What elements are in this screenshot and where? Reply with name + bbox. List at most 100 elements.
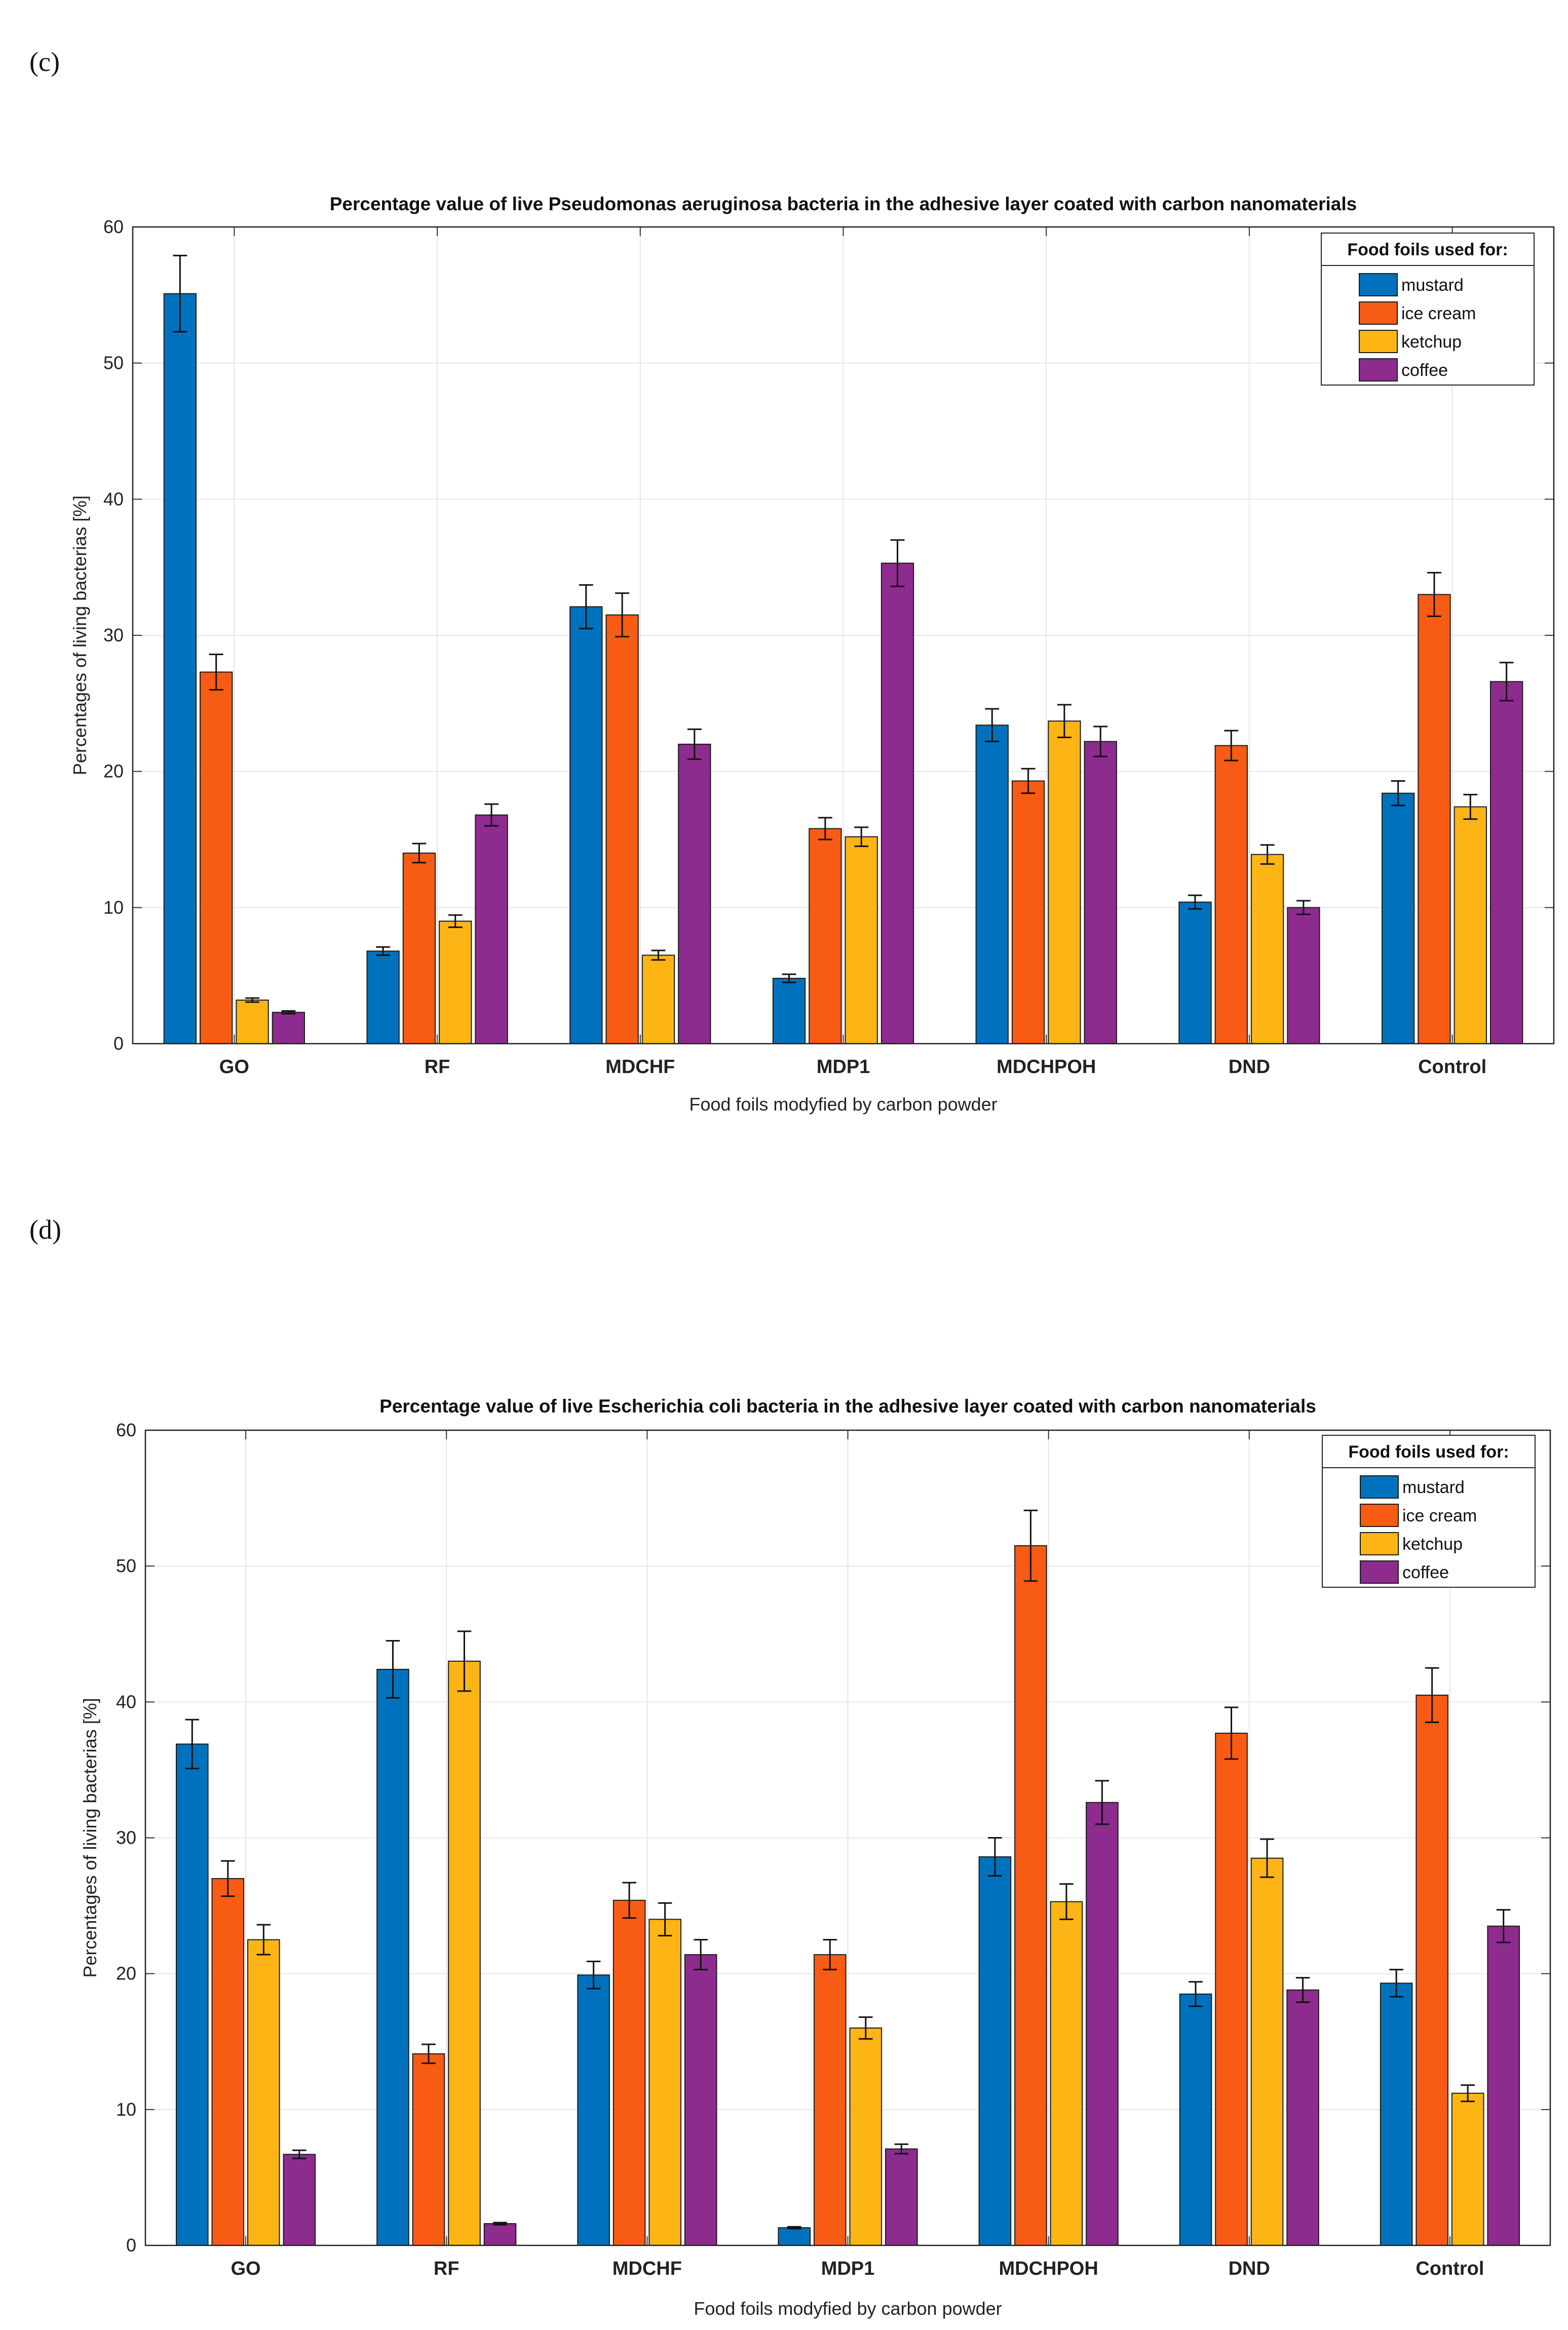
legend-swatch-ice-cream xyxy=(1360,1504,1399,1527)
bar-ice-cream-rf xyxy=(402,852,436,1045)
bar-ice-cream-go xyxy=(200,671,233,1045)
bar-coffee-mdchpoh xyxy=(1086,1802,1119,2246)
bar-mustard-mdchpoh xyxy=(975,724,1009,1044)
bar-ice-cream-dnd xyxy=(1215,1733,1248,2246)
errorbar-coffee-mdp1 xyxy=(890,539,905,587)
bar-ketchup-dnd xyxy=(1250,854,1284,1044)
legend-swatch-ketchup xyxy=(1360,1532,1399,1555)
errorbar-coffee-go xyxy=(292,2149,307,2159)
errorbar-mustard-mdp1 xyxy=(782,973,796,983)
xtick-label-rf: RF xyxy=(434,2258,460,2279)
chart-panel-c: (c) Percentage value of live Pseudomonas … xyxy=(29,47,1555,1115)
bar-coffee-mdchf xyxy=(684,1954,717,2246)
chart-title: Percentage value of live Pseudomonas aer… xyxy=(330,194,1357,214)
legend-swatch-ketchup xyxy=(1359,330,1398,353)
bar-coffee-mdp1 xyxy=(881,562,914,1044)
bar-ketchup-dnd xyxy=(1250,1857,1284,2246)
bar-mustard-control xyxy=(1380,1982,1413,2246)
errorbar-coffee-dnd xyxy=(1296,900,1311,915)
legend-swatch-coffee xyxy=(1360,1560,1399,1584)
ytick-label: 60 xyxy=(103,216,124,237)
errorbar-ice-cream-mdp1 xyxy=(818,817,832,841)
ytick-label: 10 xyxy=(103,897,124,918)
bar-coffee-control xyxy=(1489,681,1523,1044)
bar-ice-cream-go xyxy=(211,1878,245,2246)
bar-ice-cream-mdp1 xyxy=(813,1954,847,2246)
legend-label-coffee: coffee xyxy=(1402,1563,1449,1582)
xtick-label-mdp1: MDP1 xyxy=(821,2258,875,2279)
bar-ice-cream-control xyxy=(1418,594,1451,1044)
errorbar-ketchup-dnd xyxy=(1260,1838,1274,1878)
xtick-label-rf: RF xyxy=(425,1056,450,1078)
bar-coffee-rf xyxy=(483,2223,517,2246)
ytick-label: 20 xyxy=(103,761,124,782)
xtick-label-control: Control xyxy=(1418,1056,1486,1078)
bar-coffee-control xyxy=(1487,1925,1520,2246)
legend-label-mustard: mustard xyxy=(1402,1478,1465,1497)
bar-ice-cream-mdchpoh xyxy=(1011,780,1045,1045)
bar-coffee-rf xyxy=(475,814,508,1044)
errorbar-ketchup-mdchf xyxy=(651,949,666,961)
errorbar-coffee-mdchf xyxy=(694,1939,708,1971)
bar-ketchup-mdchf xyxy=(648,1919,681,2246)
legend: Food foils used for: mustard ice cream ketc… xyxy=(1322,1435,1536,1588)
xtick-label-dnd: DND xyxy=(1229,1056,1270,1078)
panel-label: (c) xyxy=(29,47,60,77)
errorbar-coffee-control xyxy=(1496,1909,1511,1943)
bar-ketchup-control xyxy=(1451,2092,1484,2246)
errorbar-coffee-mdchf xyxy=(687,728,702,760)
bar-coffee-mdp1 xyxy=(885,2148,918,2246)
errorbar-ice-cream-mdp1 xyxy=(823,1939,837,1971)
bar-mustard-dnd xyxy=(1179,1993,1212,2246)
errorbar-ice-cream-mdchpoh xyxy=(1023,1509,1038,1582)
bar-mustard-rf xyxy=(366,950,400,1044)
bar-coffee-dnd xyxy=(1286,1989,1319,2246)
bar-mustard-mdp1 xyxy=(772,978,806,1045)
errorbar-mustard-go xyxy=(173,254,187,333)
bar-ketchup-go xyxy=(247,1939,280,2246)
errorbar-coffee-rf xyxy=(493,2222,507,2226)
errorbar-ice-cream-rf xyxy=(422,2043,436,2065)
errorbar-coffee-control xyxy=(1499,662,1514,702)
bar-mustard-mdchf xyxy=(569,606,603,1044)
bar-coffee-mdchpoh xyxy=(1084,741,1117,1045)
xtick-label-dnd: DND xyxy=(1229,2258,1270,2279)
bar-ketchup-mdchpoh xyxy=(1048,720,1081,1044)
xtick-label-mdchf: MDCHF xyxy=(605,1056,675,1078)
legend-label-mustard: mustard xyxy=(1401,276,1464,295)
errorbar-ice-cream-control xyxy=(1427,571,1441,617)
errorbar-ketchup-control xyxy=(1463,793,1478,820)
bar-ketchup-mdp1 xyxy=(845,836,878,1045)
errorbar-ice-cream-rf xyxy=(412,843,427,864)
bar-ice-cream-mdchf xyxy=(605,614,639,1044)
bar-mustard-dnd xyxy=(1178,901,1212,1044)
y-axis-label: Percentages of living bacterias [%] xyxy=(69,495,90,775)
errorbar-ketchup-rf xyxy=(457,1630,472,1692)
errorbar-coffee-go xyxy=(281,1010,296,1015)
bar-coffee-dnd xyxy=(1287,907,1320,1045)
errorbar-ketchup-mdchf xyxy=(658,1902,672,1937)
errorbar-mustard-mdchpoh xyxy=(988,1837,1002,1877)
errorbar-mustard-dnd xyxy=(1189,1981,1203,2007)
bar-ketchup-control xyxy=(1454,806,1487,1045)
errorbar-ice-cream-control xyxy=(1425,1667,1439,1724)
errorbar-mustard-rf xyxy=(376,946,391,956)
errorbar-ice-cream-go xyxy=(221,1860,235,1897)
xtick-label-go: GO xyxy=(231,2258,261,2279)
ytick-label: 60 xyxy=(116,1420,136,1440)
axes-box xyxy=(132,226,1555,1045)
errorbar-ketchup-mdp1 xyxy=(858,2016,873,2040)
x-axis-label: Food foils modyfied by carbon powder xyxy=(694,2298,1002,2319)
errorbar-ice-cream-mdchpoh xyxy=(1021,768,1036,794)
legend-title: Food foils used for: xyxy=(1347,240,1508,259)
legend-label-ice-cream: ice cream xyxy=(1402,1506,1477,1525)
errorbar-coffee-rf xyxy=(484,803,499,827)
bar-mustard-mdchf xyxy=(577,1974,610,2246)
legend-swatch-coffee xyxy=(1359,358,1398,381)
ytick-label: 30 xyxy=(103,625,124,645)
errorbar-mustard-mdchpoh xyxy=(985,708,1000,743)
xtick-label-mdp1: MDP1 xyxy=(817,1056,870,1078)
legend-title: Food foils used for: xyxy=(1348,1442,1509,1462)
errorbar-ketchup-go xyxy=(245,997,259,1003)
legend-label-coffee: coffee xyxy=(1401,361,1448,380)
